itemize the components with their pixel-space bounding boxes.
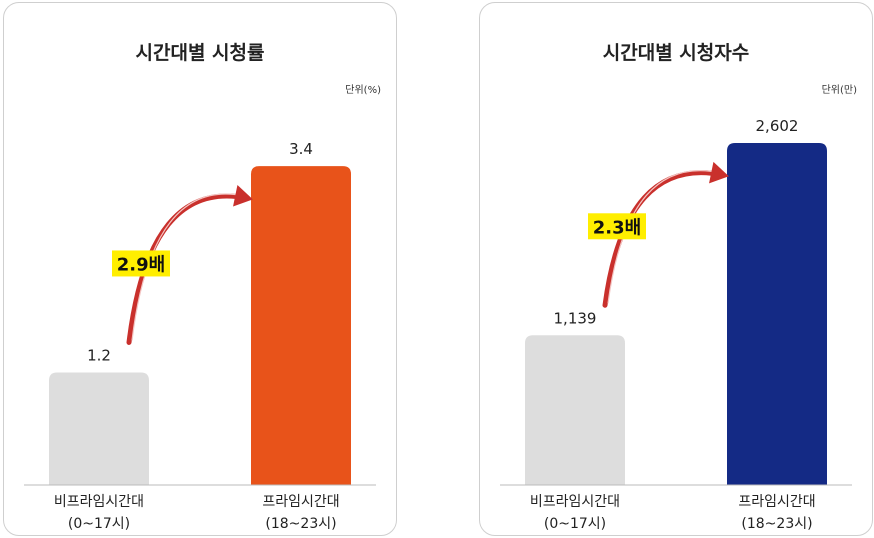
- bar-2: [251, 166, 351, 485]
- chart-svg: 시간대별 시청자수 단위(만) 1,139 비프라임시간대 (0~17시) 2,602…: [500, 42, 858, 532]
- value-label: 1.2: [87, 346, 111, 364]
- value-label: 1,139: [554, 309, 597, 327]
- growth-arrow: 2.3배: [588, 161, 729, 308]
- growth-arrow: 2.9배: [112, 184, 253, 345]
- arrow-highlight: [131, 193, 246, 341]
- unit-label: 단위(만): [822, 83, 858, 96]
- chart-svg: 시간대별 시청률 단위(%) 1.2 비프라임시간대 (0~17시) 3.4 프라임시간…: [24, 42, 381, 532]
- arrowhead: [709, 161, 729, 184]
- category-label-line2: (18~23시): [741, 516, 812, 532]
- category-label-line2: (0~17시): [68, 516, 130, 532]
- chart-panel-viewer-count: 시간대별 시청자수 단위(만) 1,139 비프라임시간대 (0~17시) 2,602…: [479, 2, 873, 536]
- ratio-badge-text: 2.3배: [593, 217, 641, 238]
- ratio-badge-bg: [588, 213, 646, 240]
- chart-panel-viewing-rate: 시간대별 시청률 단위(%) 1.2 비프라임시간대 (0~17시) 3.4 프라임시간…: [3, 2, 397, 536]
- category-label-line2: (0~17시): [544, 516, 606, 532]
- category-label-line2: (18~23시): [265, 516, 336, 532]
- unit-label: 단위(%): [345, 83, 381, 96]
- chart-title: 시간대별 시청률: [136, 42, 265, 64]
- category-label-line1: 프라임시간대: [738, 494, 815, 510]
- value-label: 2,602: [756, 117, 799, 135]
- bar-2: [727, 142, 827, 485]
- category-label-line1: 비프라임시간대: [530, 494, 620, 510]
- arrowhead: [233, 184, 253, 207]
- ratio-badge-bg: [112, 250, 170, 277]
- bar-1: [49, 372, 149, 485]
- bars: 1.2 비프라임시간대 (0~17시) 3.4 프라임시간대 (18~23시): [49, 140, 351, 532]
- value-label: 3.4: [289, 140, 313, 158]
- ratio-badge-text: 2.9배: [117, 254, 165, 275]
- chart-title: 시간대별 시청자수: [603, 42, 749, 64]
- category-label-line1: 프라임시간대: [262, 494, 339, 510]
- arrow-highlight: [607, 170, 722, 304]
- bars: 1,139 비프라임시간대 (0~17시) 2,602 프라임시간대 (18~23시): [525, 117, 827, 532]
- category-label-line1: 비프라임시간대: [54, 494, 144, 510]
- bar-1: [525, 335, 625, 485]
